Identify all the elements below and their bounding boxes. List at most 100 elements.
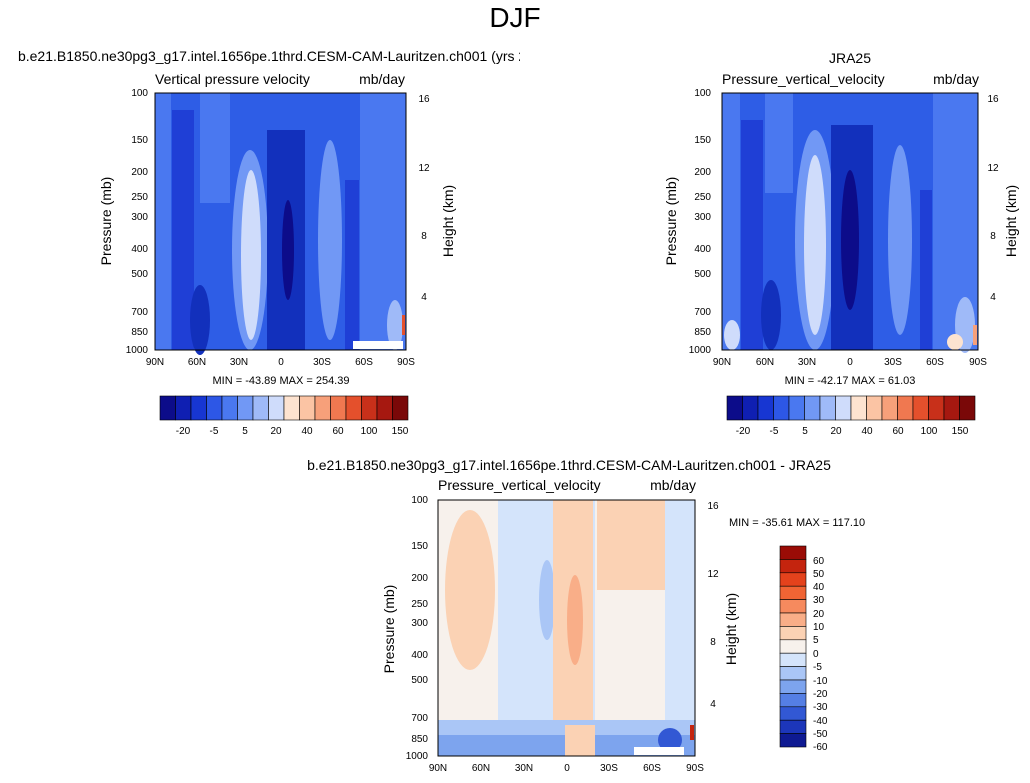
colorbar-cell xyxy=(237,395,254,421)
colorbar-label: 60 xyxy=(332,426,344,437)
colorbar-cell xyxy=(159,395,176,421)
y-tick-label: 1000 xyxy=(126,345,149,356)
field-band xyxy=(318,140,342,340)
y-tick-label: 100 xyxy=(411,495,428,506)
subtitle-right: mb/day xyxy=(650,477,696,493)
y-axis-label: Pressure (mb) xyxy=(98,177,114,266)
x-tick-label: 0 xyxy=(278,357,284,368)
x-axis: 90N 60N 30N 0 30S 60S 90S xyxy=(429,763,704,774)
x-tick-label: 30N xyxy=(230,357,248,368)
y-axis-right: 16 12 8 4 Height (km) xyxy=(987,94,1019,303)
y-right-axis-label: Height (km) xyxy=(723,593,739,665)
x-tick-label: 60S xyxy=(926,357,944,368)
x-tick-label: 30S xyxy=(600,763,618,774)
plot-field xyxy=(154,92,407,355)
y-right-tick-label: 8 xyxy=(421,231,427,242)
field-band xyxy=(841,170,859,310)
colorbar-cell xyxy=(376,395,393,421)
colorbar-label: -20 xyxy=(813,689,828,700)
colorbar-label: -20 xyxy=(176,426,191,437)
y-tick-label: 200 xyxy=(694,167,711,178)
field-band xyxy=(445,510,495,670)
colorbar-label: 60 xyxy=(892,426,904,437)
colorbar-label: 5 xyxy=(242,426,248,437)
colorbar-label: 60 xyxy=(813,556,825,567)
colorbar-cell xyxy=(779,626,807,641)
y-axis: 100 150 200 250 300 400 500 700 850 1000… xyxy=(98,88,148,356)
colorbar-cell xyxy=(330,395,347,421)
field-band xyxy=(920,190,932,350)
y-tick-label: 850 xyxy=(411,734,428,745)
colorbar-label: -5 xyxy=(210,426,219,437)
colorbar-cell xyxy=(779,559,807,574)
field-band xyxy=(658,728,682,752)
colorbar-cell xyxy=(850,395,867,421)
subtitle-left: Vertical pressure velocity xyxy=(155,71,310,87)
x-tick-label: 30N xyxy=(798,357,816,368)
colorbar-cell xyxy=(779,585,807,600)
plot-frame xyxy=(721,92,979,351)
field-band xyxy=(597,500,665,590)
colorbar-label: 20 xyxy=(270,426,282,437)
field-band xyxy=(200,93,230,203)
y-tick-label: 700 xyxy=(694,307,711,318)
plot-frame xyxy=(154,92,407,351)
colorbar-label: 30 xyxy=(813,595,825,606)
colorbar-cell xyxy=(928,395,945,421)
colorbar-cell xyxy=(779,706,807,721)
y-tick-label: 850 xyxy=(694,327,711,338)
colorbar-cell xyxy=(788,395,805,421)
colorbar-label: -30 xyxy=(813,702,828,713)
y-tick-label: 500 xyxy=(131,269,148,280)
colorbar-label: 5 xyxy=(802,426,808,437)
colorbar-cell xyxy=(190,395,207,421)
field-band xyxy=(973,325,977,345)
field-band xyxy=(172,110,194,350)
colorbar-cell xyxy=(959,395,976,421)
colorbar-cell xyxy=(779,679,807,694)
field-band xyxy=(539,560,555,640)
subtitle-right: mb/day xyxy=(359,71,405,87)
x-axis: 90N 60N 30N 0 30S 60S 90S xyxy=(713,357,987,368)
x-tick-label: 30S xyxy=(313,357,331,368)
colorbar-cell xyxy=(252,395,269,421)
y-tick-label: 250 xyxy=(411,599,428,610)
field-band xyxy=(155,93,171,350)
y-tick-label: 150 xyxy=(411,541,428,552)
colorbar-cell xyxy=(779,719,807,734)
subtitle-left: Pressure_vertical_velocity xyxy=(438,477,601,493)
x-tick-label: 90S xyxy=(397,357,415,368)
colorbar-cell xyxy=(299,395,316,421)
colorbar-cell xyxy=(779,599,807,614)
colorbar-label: 10 xyxy=(813,622,825,633)
y-tick-label: 200 xyxy=(411,573,428,584)
colorbar-cell xyxy=(175,395,192,421)
y-axis-label: Pressure (mb) xyxy=(663,177,679,266)
colorbar-label: 100 xyxy=(361,426,378,437)
y-right-tick-label: 16 xyxy=(707,501,719,512)
y-right-tick-label: 12 xyxy=(987,163,999,174)
colorbar-cell xyxy=(779,652,807,667)
x-tick-label: 60N xyxy=(756,357,774,368)
colorbar-label: 5 xyxy=(813,635,819,646)
colorbar-cell xyxy=(779,545,807,560)
colorbar-label: 40 xyxy=(301,426,313,437)
colorbar: 60 50 40 30 20 10 5 0 -5 -10 -20 -30 -40… xyxy=(779,545,828,753)
colorbar-label: 40 xyxy=(861,426,873,437)
field-band xyxy=(353,341,403,349)
field-band xyxy=(345,180,359,350)
y-right-tick-label: 4 xyxy=(421,292,427,303)
colorbar-label: 0 xyxy=(813,649,819,660)
min-max-stats: MIN = -43.89 MAX = 254.39 xyxy=(213,375,350,387)
x-tick-label: 60N xyxy=(472,763,490,774)
subtitle-left: Pressure_vertical_velocity xyxy=(722,71,885,87)
colorbar-cell xyxy=(943,395,960,421)
y-tick-label: 850 xyxy=(131,327,148,338)
colorbar-cell xyxy=(206,395,223,421)
field-band xyxy=(804,155,826,335)
y-tick-label: 400 xyxy=(694,244,711,255)
y-tick-label: 300 xyxy=(131,212,148,223)
colorbar-cell xyxy=(779,572,807,587)
field-band xyxy=(761,280,781,350)
field-band xyxy=(402,315,405,335)
